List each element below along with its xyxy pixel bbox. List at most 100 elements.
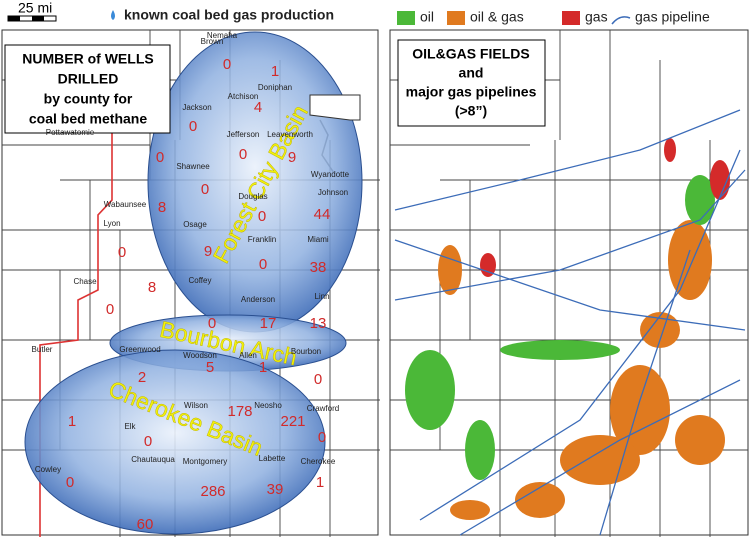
- county-name: Nemaha: [207, 31, 238, 40]
- county-name: Doniphan: [258, 83, 292, 92]
- map-title: DRILLED: [58, 71, 119, 87]
- inset-kansas: [309, 94, 361, 121]
- county-name: Wilson: [184, 401, 208, 410]
- county-name: Franklin: [248, 235, 276, 244]
- map-title: coal bed methane: [29, 111, 147, 127]
- title-box: [397, 39, 546, 127]
- county-name: Shawnee: [176, 162, 210, 171]
- county-name: Osage: [183, 220, 207, 229]
- county-name: Jefferson: [227, 130, 260, 139]
- well-count: 5: [206, 359, 214, 376]
- well-count: 17: [260, 315, 277, 332]
- well-count: 1: [316, 474, 324, 491]
- county-name: Miami: [307, 235, 329, 244]
- county-name: Neosho: [254, 401, 282, 410]
- well-count: 178: [227, 403, 252, 420]
- well-count: 286: [200, 483, 225, 500]
- well-count: 39: [267, 481, 284, 498]
- well-counts: 0 1 4 0 0 0 9 0 8 0 44 0 9 0 38 8 0 0 17 13 5 1 0 2 178 221 1 0 0 0 60…: [66, 56, 331, 533]
- well-count: 0: [189, 118, 197, 135]
- legend-line: [611, 16, 631, 25]
- well-count: 60: [137, 516, 154, 533]
- county-name: Wabaunsee: [104, 200, 147, 209]
- legend-label: oil & gas: [470, 9, 524, 25]
- legend-label: gas pipeline: [635, 9, 710, 25]
- scale-label: 25 mi: [18, 0, 52, 16]
- legend-swatch: [447, 11, 465, 25]
- map-title: NUMBER of WELLS: [22, 51, 153, 67]
- well-count: 8: [158, 199, 166, 216]
- well-count: 13: [310, 315, 327, 332]
- county-name: Woodson: [183, 351, 217, 360]
- well-count: 1: [68, 413, 76, 430]
- legend-label: known coal bed gas production: [124, 7, 334, 23]
- county-name: Cherokee: [301, 457, 336, 466]
- county-name: Allen: [239, 351, 257, 360]
- county-name: Pottawatomie: [46, 128, 95, 137]
- left-map: 25 mi known coal bed gas production NUMB…: [1, 0, 380, 537]
- county-name: Brown: [201, 37, 224, 46]
- county-name: Lyon: [103, 219, 120, 228]
- well-count: 0: [223, 56, 231, 73]
- well-count: 0: [201, 181, 209, 198]
- county-name: Labette: [259, 454, 286, 463]
- well-count: 0: [66, 474, 74, 491]
- county-name: Elk: [124, 422, 136, 431]
- legend: oil oil & gas gas gas pipeline: [397, 9, 710, 25]
- county-name: Crawford: [307, 404, 339, 413]
- title-box: [4, 44, 171, 134]
- legend-swatch: [397, 11, 415, 25]
- legend-swatch: [562, 11, 580, 25]
- fields: [405, 138, 730, 520]
- well-count: 0: [259, 256, 267, 273]
- county-name: Greenwood: [119, 345, 160, 354]
- county-name: Chase: [73, 277, 97, 286]
- map-title: by county for: [44, 91, 133, 107]
- map-title: major gas pipelines: [406, 84, 537, 100]
- well-count: 0: [239, 146, 247, 163]
- well-count: 0: [314, 371, 322, 388]
- well-count: 0: [258, 208, 266, 225]
- well-count: 0: [118, 244, 126, 261]
- well-count: 0: [318, 429, 326, 446]
- county-name: Linn: [314, 292, 329, 301]
- county-name: Jackson: [182, 103, 211, 112]
- county-name: Cowley: [35, 465, 61, 474]
- well-count: 0: [106, 301, 114, 318]
- county-name: Atchison: [228, 92, 259, 101]
- county-name: Johnson: [318, 188, 348, 197]
- well-count: 1: [271, 63, 279, 80]
- well-count: 2: [138, 369, 146, 386]
- well-count: 1: [259, 359, 267, 376]
- scale-bar: [7, 15, 57, 22]
- map-title: OIL&GAS FIELDS: [412, 46, 529, 62]
- well-count: 4: [254, 99, 262, 116]
- county-name: Leavenworth: [267, 130, 313, 139]
- basin-ellipse: [24, 349, 326, 535]
- legend-label: oil: [420, 9, 434, 25]
- right-map: OIL&GAS FIELDS and major gas pipelines (…: [389, 9, 749, 537]
- well-count: 221: [280, 413, 305, 430]
- county-name: Anderson: [241, 295, 275, 304]
- well-count: 8: [148, 279, 156, 296]
- well-count: 38: [310, 259, 327, 276]
- well-count: 0: [144, 433, 152, 450]
- drop-icon: [111, 10, 115, 20]
- well-count: 9: [288, 149, 296, 166]
- well-count: 0: [208, 315, 216, 332]
- county-name: Montgomery: [183, 457, 227, 466]
- scale-bar: [8, 16, 20, 21]
- well-count: 0: [156, 149, 164, 166]
- scale-bar: [32, 16, 44, 21]
- well-count: 44: [314, 206, 331, 223]
- pipelines: [394, 109, 746, 536]
- county-name: Coffey: [189, 276, 212, 285]
- legend-label: gas: [585, 9, 608, 25]
- county-name: Wyandotte: [311, 170, 350, 179]
- scale-bar-bg: [8, 8, 60, 18]
- county-name: Chautauqua: [131, 455, 175, 464]
- map-title: (>8”): [455, 103, 487, 119]
- county-name: Butler: [32, 345, 53, 354]
